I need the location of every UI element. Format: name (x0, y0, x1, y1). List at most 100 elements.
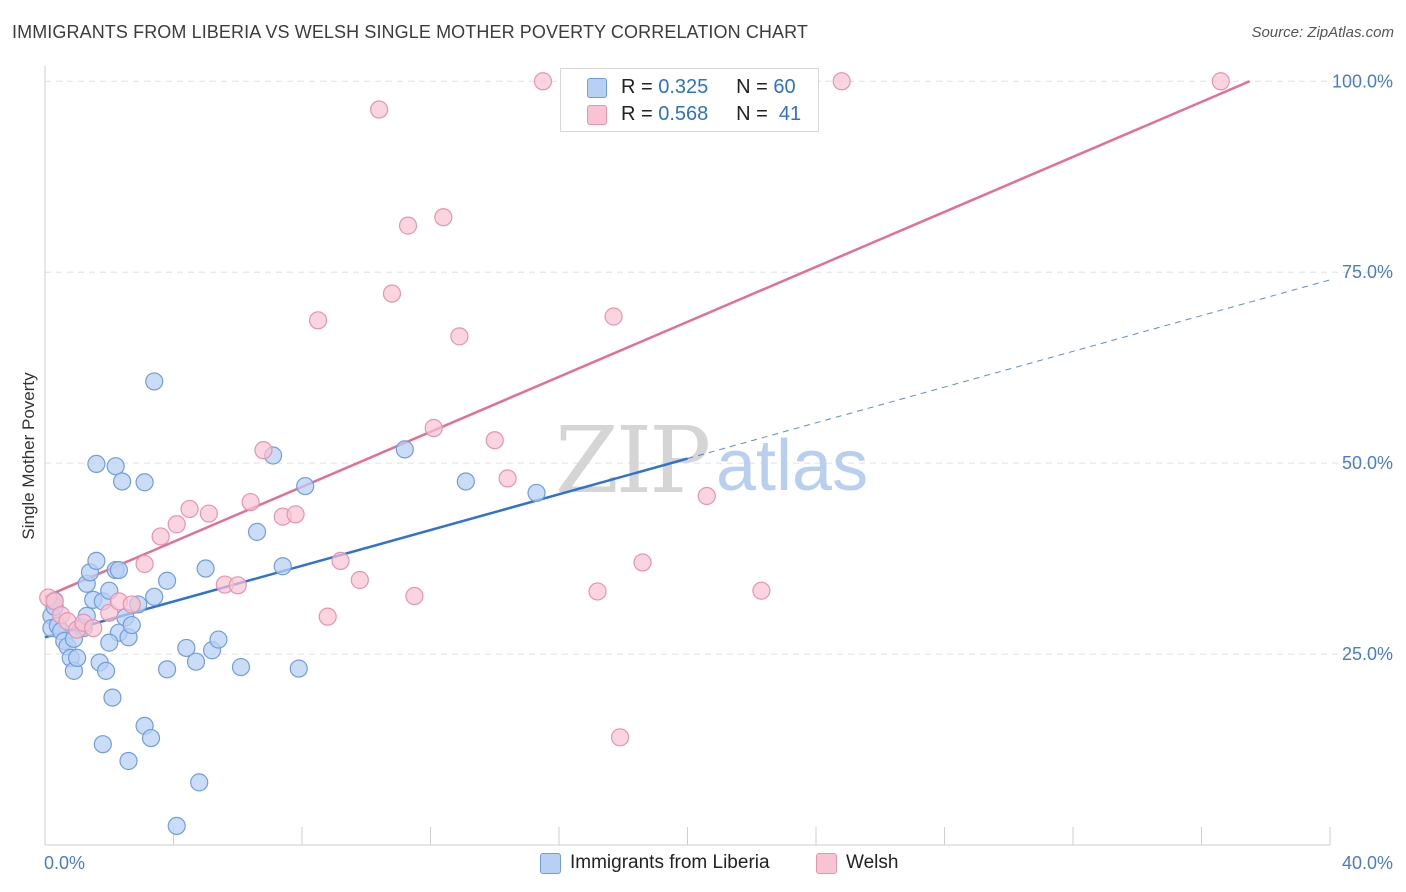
point-liberia (157, 660, 177, 679)
chart-title: IMMIGRANTS FROM LIBERIA VS WELSH SINGLE … (12, 22, 808, 42)
legend-r-label: R = (621, 103, 653, 125)
x-tick-label: 40.0% (1342, 853, 1393, 873)
point-liberia (122, 615, 141, 635)
point-liberia (231, 657, 251, 677)
point-liberia (177, 638, 196, 658)
point-welsh (610, 728, 630, 747)
point-liberia (527, 483, 546, 503)
point-welsh (588, 582, 607, 601)
point-liberia (190, 773, 209, 792)
point-welsh (350, 570, 369, 590)
point-welsh (135, 554, 154, 574)
point-welsh (241, 492, 260, 512)
point-liberia (135, 473, 154, 492)
legend-r-value: 0.325 (658, 76, 709, 98)
point-welsh (254, 441, 273, 460)
point-liberia (141, 728, 161, 748)
point-liberia (247, 522, 267, 541)
point-welsh (604, 307, 623, 326)
point-welsh (370, 100, 389, 119)
point-welsh (434, 208, 453, 227)
y-tick-label: 100.0% (1332, 71, 1393, 91)
point-welsh (180, 499, 199, 519)
y-tick-label: 25.0% (1342, 644, 1393, 664)
point-liberia (196, 559, 215, 578)
point-welsh (633, 553, 652, 572)
point-liberia (119, 751, 138, 771)
y-tick-label: 50.0% (1342, 453, 1393, 473)
point-welsh (398, 216, 418, 235)
bottom-legend-swatch-liberia (540, 853, 561, 874)
point-liberia (289, 659, 308, 678)
legend-n-value: 41 (778, 103, 802, 125)
legend-n-label: N = (736, 76, 768, 98)
point-liberia (145, 587, 164, 606)
point-welsh (697, 486, 716, 506)
series-welsh-points (39, 72, 1230, 747)
bottom-legend-label-liberia: Immigrants from Liberia (570, 852, 770, 873)
point-welsh (331, 551, 350, 570)
point-liberia (87, 454, 106, 474)
trend-line-welsh (44, 80, 1251, 598)
point-liberia (186, 652, 206, 671)
watermark-atlas: atlas (716, 426, 868, 506)
point-welsh (382, 284, 402, 303)
trend-line-liberia-extension (687, 279, 1331, 460)
point-welsh (84, 619, 103, 638)
point-liberia (112, 472, 132, 491)
point-welsh (228, 576, 247, 595)
tick-labels: 25.0% 50.0% 75.0% 100.0% 0.0% 40.0% (44, 71, 1393, 873)
point-liberia (87, 551, 106, 570)
legend-r-label: R = (621, 76, 653, 98)
legend-n-label: N = (736, 103, 768, 125)
point-liberia (456, 472, 475, 491)
point-welsh (752, 581, 771, 600)
legend-swatch-liberia (587, 78, 607, 98)
point-liberia (209, 630, 228, 649)
point-welsh (450, 327, 469, 346)
point-liberia (109, 560, 128, 580)
point-welsh (498, 469, 517, 488)
point-welsh (533, 72, 553, 91)
point-liberia (167, 816, 186, 836)
point-welsh (151, 527, 170, 546)
x-tick-label: 0.0% (44, 853, 85, 873)
point-welsh (485, 431, 504, 450)
point-liberia (68, 648, 87, 667)
trend-lines (44, 80, 1331, 639)
trend-line-liberia (44, 457, 688, 639)
point-welsh (424, 418, 443, 438)
point-liberia (103, 688, 122, 707)
y-tick-label: 75.0% (1342, 262, 1393, 282)
point-welsh (1211, 72, 1230, 91)
point-welsh (167, 515, 186, 534)
point-liberia (145, 372, 164, 391)
bottom-legend-swatch-welsh (816, 853, 837, 874)
point-liberia (100, 633, 119, 652)
point-welsh (832, 72, 851, 91)
point-welsh (405, 586, 424, 606)
axes (44, 66, 1331, 846)
bottom-legend-label-welsh: Welsh (846, 852, 899, 873)
point-liberia (96, 661, 116, 680)
point-welsh (199, 504, 218, 523)
point-liberia (395, 440, 414, 459)
point-liberia (273, 557, 292, 576)
source-label: Source: ZipAtlas.com (1251, 24, 1394, 41)
point-liberia (93, 735, 112, 754)
legend-n-value: 60 (773, 76, 796, 98)
point-liberia (106, 457, 125, 476)
point-liberia (157, 571, 177, 590)
legend-r-value: 0.568 (658, 103, 709, 125)
point-welsh (122, 595, 141, 614)
legend: R = 0.325 N = 60 R = 0.568 N = 41 (560, 68, 819, 132)
y-axis-label: Single Mother Poverty (19, 372, 38, 540)
point-welsh (308, 311, 328, 330)
point-welsh (286, 505, 305, 524)
point-liberia (296, 476, 315, 496)
grid-lines (45, 80, 1390, 655)
point-welsh (318, 607, 337, 626)
watermark-zip: ZIP (555, 407, 708, 514)
legend-swatch-welsh (587, 105, 607, 125)
